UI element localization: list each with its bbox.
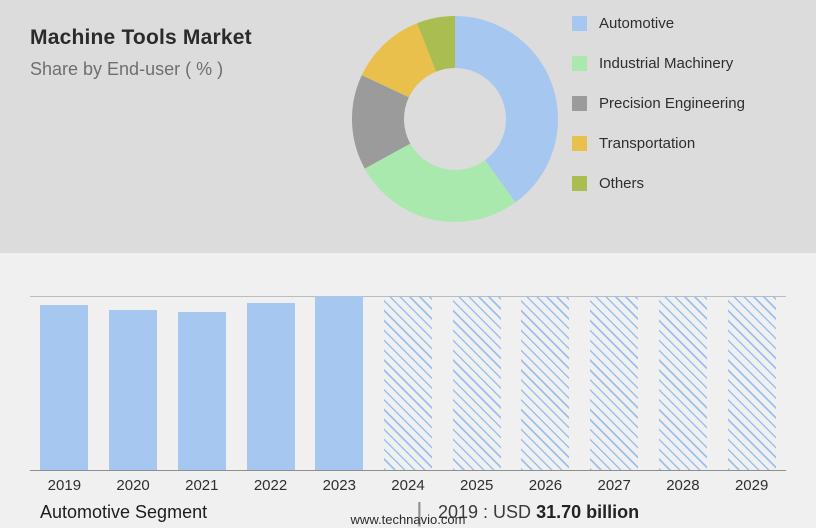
x-tick-label-2022: 2022 — [253, 477, 288, 494]
x-tick-label-2026: 2026 — [528, 477, 563, 494]
x-tick-label-2028: 2028 — [666, 477, 700, 494]
donut-chart-svg — [352, 15, 558, 223]
legend-swatch — [572, 176, 587, 191]
bar-2019 — [40, 305, 89, 470]
x-axis-labels: 2019 2020 2021 2022 2023 2024 2025 2026 2027 2028… — [30, 477, 786, 497]
legend-swatch — [572, 136, 587, 151]
forecast-bar-2025 — [452, 296, 501, 470]
page-title: Machine Tools Market — [30, 26, 252, 49]
legend-swatch — [572, 56, 587, 71]
legend-swatch — [572, 16, 587, 31]
bar-chart — [30, 296, 786, 470]
website-url[interactable]: www.technavio.com — [350, 512, 466, 527]
x-tick-label-2023: 2023 — [322, 477, 356, 494]
x-tick-label-2025: 2025 — [460, 477, 494, 494]
title-block: Machine Tools Market Share by End-user (… — [30, 26, 252, 80]
x-tick-label-2024: 2024 — [391, 477, 425, 494]
forecast-bar-2026 — [521, 296, 570, 470]
forecast-bar-2029 — [727, 296, 776, 470]
bar-2023 — [315, 296, 364, 470]
legend-item-automotive: Automotive — [572, 15, 745, 32]
legend-label: Precision Engineering — [599, 95, 745, 112]
x-tick-label-2027: 2027 — [597, 477, 631, 494]
legend-item-precision-engineering: Precision Engineering — [572, 95, 745, 112]
value-amount: 31.70 billion — [536, 502, 640, 522]
chart-legend: Automotive Industrial Machinery Precision … — [572, 15, 745, 216]
top-panel: Machine Tools Market Share by End-user (… — [0, 0, 816, 253]
forecast-bar-2024 — [384, 296, 432, 470]
forecast-bar-2028 — [658, 296, 707, 470]
legend-label: Transportation — [599, 135, 696, 152]
x-tick-label-2029: 2029 — [734, 477, 769, 494]
bar-panel: 2019 2020 2021 2022 2023 2024 2025 2026 2027 2028… — [0, 253, 816, 528]
x-tick-label-2021: 2021 — [185, 477, 219, 494]
footer-row: Automotive Segment | 2019 : USD 31.70 bi… — [0, 497, 816, 527]
bar-2020 — [109, 310, 158, 470]
page-subtitle: Share by End-user ( % ) — [30, 59, 224, 79]
legend-label: Industrial Machinery — [599, 55, 734, 72]
legend-swatch — [572, 96, 587, 111]
legend-item-transportation: Transportation — [572, 135, 745, 152]
legend-label: Automotive — [599, 15, 675, 32]
bar-2022 — [246, 303, 295, 470]
donut-chart — [350, 14, 560, 224]
x-axis-line — [30, 470, 786, 471]
legend-item-others: Others — [572, 175, 745, 192]
footer-divider: | — [416, 497, 423, 527]
x-tick-label-2019: 2019 — [47, 477, 82, 494]
bar-2021 — [177, 312, 226, 470]
legend-item-industrial-machinery: Industrial Machinery — [572, 55, 745, 72]
value-prefix: 2019 : USD — [438, 502, 532, 522]
donut-segment-transportation — [352, 16, 558, 222]
donut-segment-precision-engineering — [352, 16, 558, 222]
x-tick-label-2020: 2020 — [116, 477, 150, 494]
segment-label: Automotive Segment — [40, 502, 208, 522]
forecast-bar-2027 — [590, 296, 639, 470]
donut-segment-industrial-machinery — [352, 15, 558, 223]
market-value: 2019 : USD 31.70 billion — [438, 502, 639, 523]
legend-label: Others — [599, 175, 645, 192]
